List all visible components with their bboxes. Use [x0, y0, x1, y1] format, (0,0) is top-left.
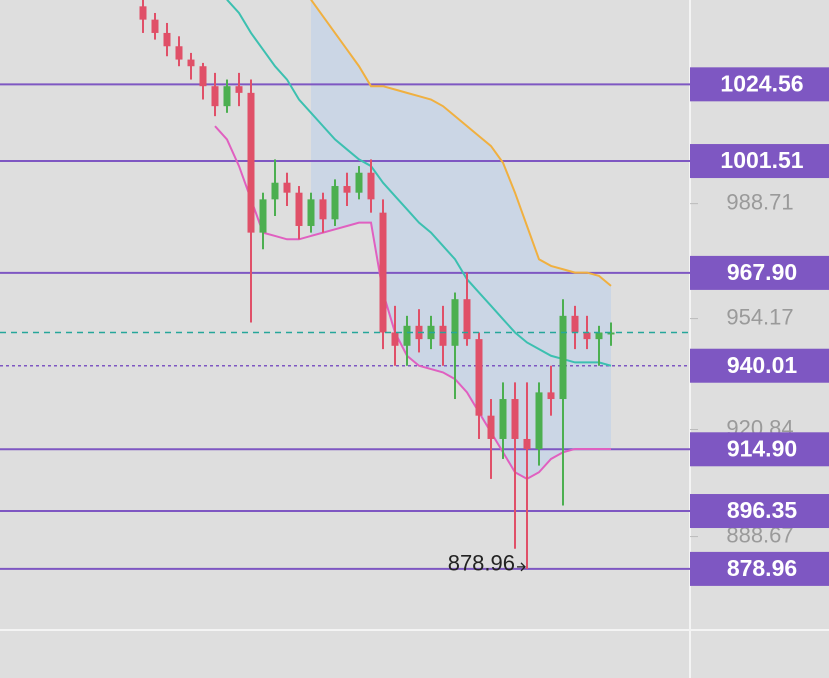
- candle-body: [355, 172, 363, 193]
- candle-body: [223, 86, 231, 107]
- level-box: [690, 551, 829, 586]
- candle-body: [559, 315, 567, 400]
- candle-body: [343, 186, 351, 193]
- candle-body: [595, 332, 603, 340]
- candle-body: [439, 325, 447, 346]
- candle-body: [607, 332, 615, 335]
- candle-body: [307, 199, 315, 226]
- y-tick-label: 954.17: [726, 304, 793, 329]
- candle-body: [295, 192, 303, 226]
- band-line: [310, 0, 612, 287]
- candle-body: [535, 392, 543, 449]
- candle-body: [175, 46, 183, 60]
- candle-body: [451, 299, 459, 346]
- candle-body: [151, 19, 159, 33]
- candle-body: [283, 182, 291, 193]
- level-label: 878.96: [727, 555, 797, 581]
- candle-body: [367, 172, 375, 200]
- band-fill: [311, 0, 611, 479]
- candle-body: [199, 66, 207, 87]
- level-box: [690, 144, 829, 179]
- candle-body: [475, 339, 483, 416]
- level-label: 940.01: [727, 352, 798, 378]
- candle-body: [523, 438, 531, 449]
- level-label: 1024.56: [720, 70, 803, 96]
- level-box: [690, 348, 829, 383]
- candle-body: [547, 392, 555, 400]
- candle-body: [463, 299, 471, 340]
- candle-body: [583, 332, 591, 340]
- candle-body: [247, 92, 255, 233]
- candle-body: [511, 399, 519, 439]
- y-tick-label: 988.71: [726, 189, 793, 214]
- candle-body: [319, 199, 327, 220]
- level-box: [690, 255, 829, 290]
- low-arrow: [517, 562, 526, 572]
- level-box: [690, 67, 829, 102]
- candle-body: [571, 315, 579, 333]
- candle-body: [187, 59, 195, 67]
- level-label: 896.35: [727, 497, 798, 523]
- candle-body: [499, 399, 507, 439]
- level-label: 1001.51: [720, 147, 803, 173]
- candle-body: [139, 6, 147, 20]
- candle-body: [211, 86, 219, 107]
- low-annotation: 878.96: [448, 551, 515, 576]
- candle-body: [391, 332, 399, 346]
- candle-body: [403, 325, 411, 346]
- band-line: [226, 0, 612, 367]
- level-label: 967.90: [727, 259, 797, 285]
- level-box: [690, 432, 829, 467]
- candle-body: [271, 182, 279, 200]
- level-box: [690, 494, 829, 529]
- candle-body: [163, 32, 171, 47]
- candle-body: [331, 186, 339, 220]
- candle-body: [487, 415, 495, 439]
- candle-body: [235, 86, 243, 93]
- level-label: 914.90: [727, 435, 797, 461]
- band-line: [214, 125, 611, 481]
- candle-body: [379, 212, 387, 333]
- candle-body: [259, 199, 267, 233]
